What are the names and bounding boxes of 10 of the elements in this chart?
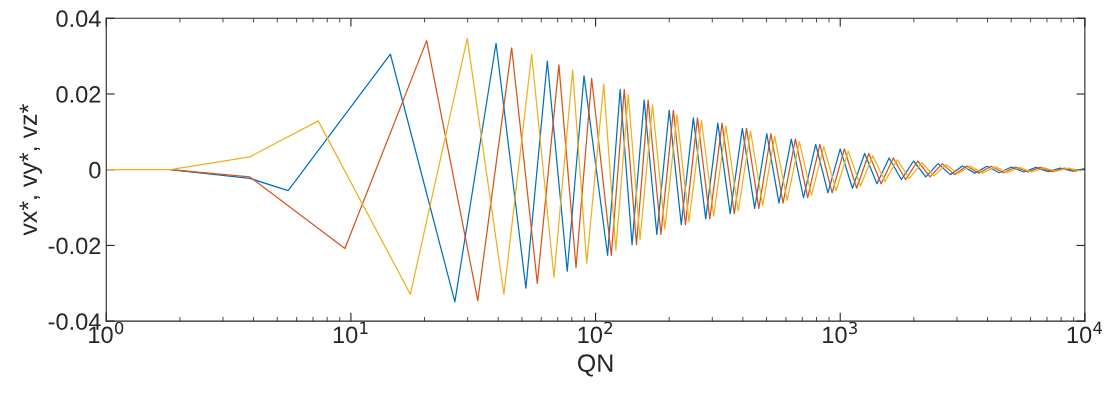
y-tick-label: 0.02 [56,86,101,103]
x-tick-label: 10$^{3}$ [823,321,857,344]
x-tick-label: 10$^{2}$ [578,321,613,344]
y-tick-label: 0.04 [56,10,101,28]
x-tick-label: 10$^{1}$ [333,321,368,344]
y-axis-title: vx*, vy*, vz* [19,104,43,236]
y-tick-label: -0.02 [48,237,101,255]
x-tick-label: 10$^{4}$ [1067,321,1103,344]
x-axis-title: QN [578,354,613,377]
y-tick-label: 0 [89,161,101,179]
